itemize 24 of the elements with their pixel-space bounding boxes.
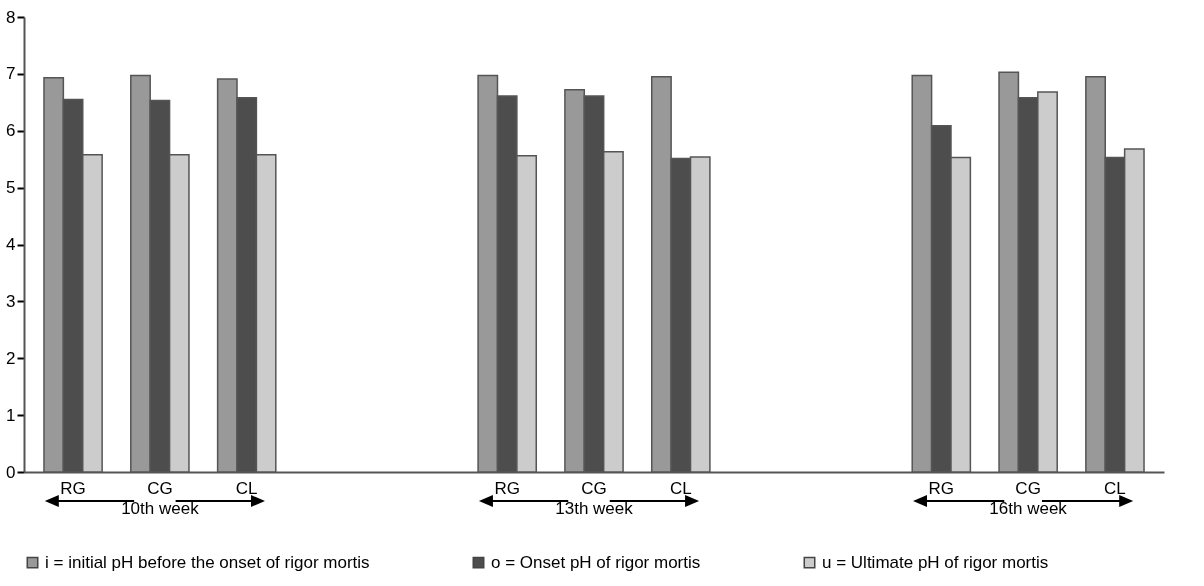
- text: 10th week: [121, 499, 200, 518]
- y-tick-label: 6: [6, 121, 16, 141]
- x-tick-label: RG: [60, 478, 86, 498]
- legend-label: o = Onset pH of rigor mortis: [491, 552, 701, 572]
- x-tick-label: CL: [1104, 478, 1126, 498]
- legend-label: u = Ultimate pH of rigor mortis: [822, 552, 1049, 572]
- text: 13th week: [555, 499, 634, 518]
- x-tick-label: CL: [235, 478, 258, 498]
- legend-label: i = initial pH before the onset of rigor mortis: [45, 552, 370, 572]
- y-tick-label: 4: [6, 235, 16, 254]
- text: 16th week: [989, 499, 1068, 518]
- x-tick-label: CG: [581, 478, 607, 498]
- y-tick-label: 8: [6, 7, 16, 27]
- x-tick-label: RG: [928, 478, 955, 498]
- y-tick-label: 7: [6, 64, 16, 84]
- x-tick-label: RG: [494, 478, 520, 498]
- x-tick-label: CG: [147, 478, 173, 498]
- y-tick-label: 1: [6, 405, 16, 425]
- x-tick-label: CG: [1015, 478, 1041, 498]
- y-tick-label: 2: [6, 348, 16, 368]
- y-tick-label: 5: [6, 178, 16, 198]
- y-tick-label: 0: [6, 462, 16, 482]
- x-tick-label: CL: [669, 478, 692, 498]
- y-tick-label: 3: [6, 291, 16, 311]
